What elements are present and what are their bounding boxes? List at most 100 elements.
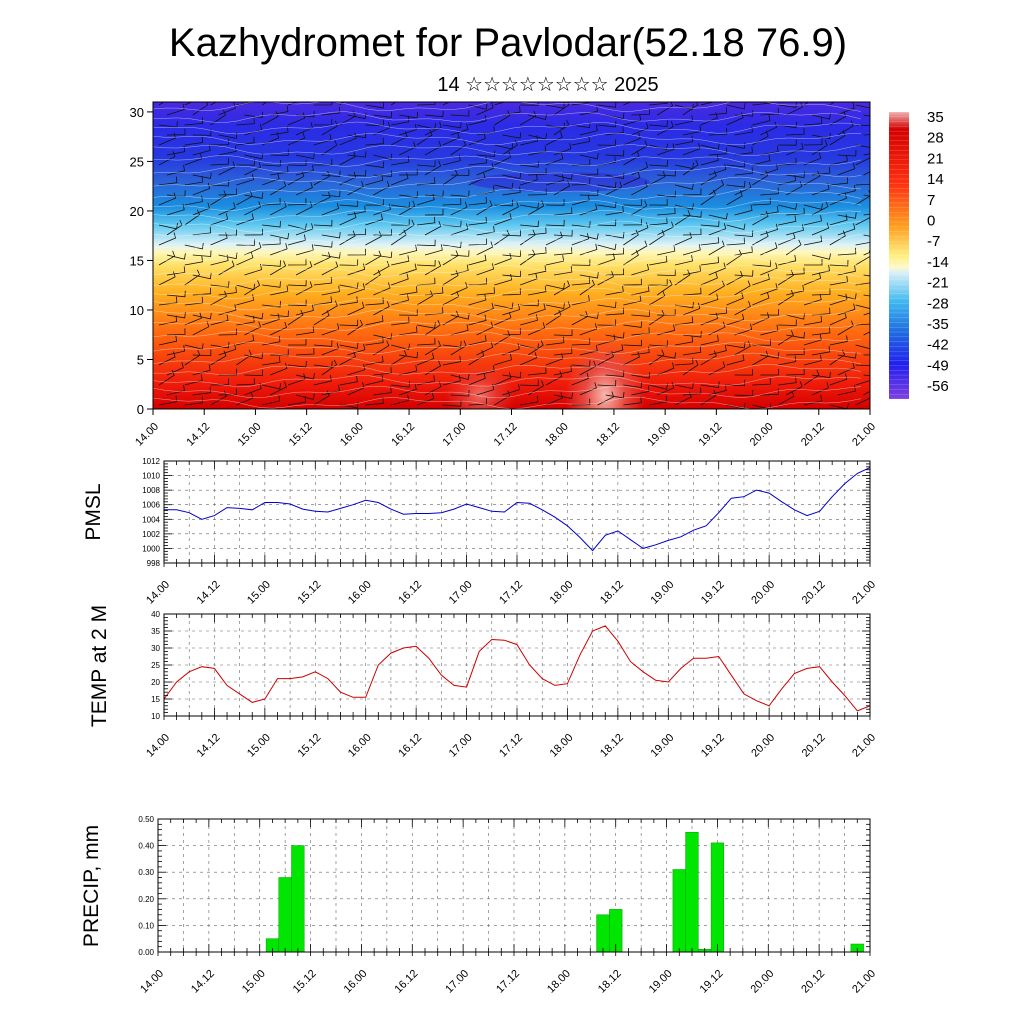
y-tick-label: 20 [130,204,144,219]
wind-barb [365,336,384,346]
wind-barb [829,130,846,146]
wind-barb [605,370,625,377]
x-tick-label: 20.00 [748,421,776,449]
wind-barb [236,349,252,366]
wind-barb [287,132,306,146]
wind-barb [752,154,771,166]
wind-barb [623,295,642,306]
wind-barb [760,121,778,136]
wind-barb [476,241,494,256]
wind-barb [863,171,870,176]
wind-barb [571,372,589,386]
wind-barb [631,122,649,136]
wind-barb [786,102,803,116]
wind-barb [752,210,769,226]
wind-barb [752,339,771,346]
wind-barb [708,179,725,196]
wind-barb [528,322,546,336]
wind-barb [803,235,823,246]
y-tick-label: 1004 [142,515,160,524]
wind-barb [399,244,418,256]
x-tick-label: 15.12 [287,421,315,449]
wind-barb [752,312,770,326]
x-tick-label: 19.00 [645,421,673,449]
isotherm [153,264,862,278]
wind-barb [339,319,359,327]
wind-barb [631,200,648,216]
wind-barb [657,143,675,156]
wind-barb [605,126,624,136]
wind-barb [752,197,771,206]
wind-barb [218,328,238,336]
wind-barb [416,216,436,226]
wind-barb [811,288,831,296]
x-tick-label: 19.12 [697,421,725,449]
wind-barb [623,321,643,328]
wind-barb [657,352,676,359]
wind-barb [270,180,287,196]
wind-barb [855,211,870,226]
wind-barb [837,120,854,136]
wind-barb [726,180,746,188]
wind-barb [184,117,204,126]
wind-barb [811,183,830,196]
wind-barb [734,146,753,156]
wind-barb [158,232,177,246]
wind-barb [811,345,831,356]
wind-barb [442,400,462,407]
x-tick-label: 18.00 [548,732,576,760]
wind-barb [623,199,642,206]
wind-barb [295,122,313,136]
isotherm [153,243,862,255]
wind-barb [244,152,264,160]
wind-barb [520,343,539,350]
wind-barb [365,375,384,386]
wind-barb [399,200,416,216]
wind-barb [700,256,720,266]
wind-barb [321,300,338,316]
wind-barb [494,390,511,406]
wind-barb [674,301,694,309]
wind-barb [786,332,805,339]
wind-barb [494,110,511,126]
isotherm [153,232,862,244]
wind-barb [811,113,831,120]
wind-barb [373,111,393,118]
colorbar-label: -49 [927,357,949,374]
wind-barb [270,285,289,296]
wind-barb [270,126,289,136]
y-tick-label: 0.00 [138,948,154,957]
wind-barb [391,255,410,266]
wind-barb [597,243,617,251]
wind-barb [210,158,230,166]
wind-barb [855,323,870,326]
wind-barb [708,213,728,220]
wind-barb [416,177,436,186]
wind-barb [553,102,570,116]
wind-barb [700,272,718,286]
wind-barb [442,131,460,146]
wind-barb [829,259,849,267]
wind-barb [855,104,870,109]
y-tick-label: 0.30 [138,868,154,877]
wind-barb [494,353,513,366]
wind-barb [494,252,512,266]
wind-barb [373,229,392,236]
x-tick-label: 16.00 [346,732,374,760]
wind-barb [786,381,803,396]
wind-barb [158,250,176,266]
wind-barb [656,279,673,296]
wind-barb [270,243,288,256]
wind-barb [210,109,227,126]
wind-barb [778,215,797,226]
wind-barb [682,287,702,296]
wind-barb [803,152,822,166]
wind-barb [863,251,870,256]
wind-barb [262,237,281,246]
wind-barb [236,283,256,291]
wind-barb [236,316,255,326]
x-tick-label: 20.12 [800,732,828,760]
wind-barb [674,255,693,266]
wind-barb [416,160,436,167]
x-tick-label: 14.12 [184,421,212,449]
